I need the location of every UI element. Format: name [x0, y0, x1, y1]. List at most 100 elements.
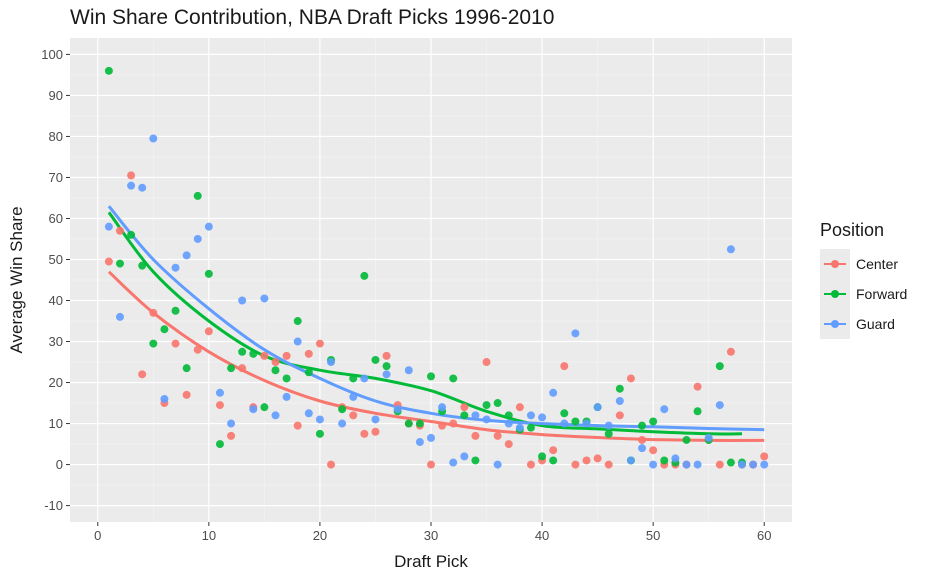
- center-point: [649, 446, 658, 455]
- guard-point: [427, 433, 435, 442]
- forward-point: [560, 409, 569, 418]
- center-point: [315, 339, 324, 348]
- y-tick-label: 10: [49, 416, 63, 431]
- legend-label-forward: Forward: [856, 286, 908, 302]
- center-point: [582, 456, 591, 465]
- guard-point: [738, 460, 747, 469]
- forward-point: [227, 364, 236, 373]
- guard-point: [249, 405, 258, 414]
- center-point: [127, 171, 136, 180]
- legend-item-center: Center: [820, 249, 907, 279]
- guard-point: [593, 403, 602, 412]
- x-axis-title: Draft Pick: [394, 552, 468, 571]
- forward-point: [371, 355, 380, 364]
- guard-point: [215, 388, 224, 397]
- center-point: [149, 308, 158, 317]
- guard-point: [549, 388, 558, 397]
- center-trend-line: [107, 270, 765, 442]
- guard-point: [349, 392, 358, 401]
- forward-point: [271, 366, 280, 375]
- center-point: [104, 257, 113, 266]
- y-tick-label: 20: [49, 375, 63, 390]
- center-point: [260, 351, 269, 360]
- forward-point: [138, 261, 147, 270]
- y-axis: -10 0 10 20 30 40 50 60 70 80 90 100: [41, 47, 70, 513]
- center-point: [115, 226, 124, 235]
- center-point: [371, 427, 380, 436]
- forward-point: [638, 421, 647, 430]
- guard-point: [704, 433, 713, 442]
- guard-point: [149, 134, 158, 143]
- center-point: [549, 446, 558, 455]
- guard-point: [460, 452, 469, 461]
- forward-point: [282, 374, 291, 383]
- center-point: [638, 435, 647, 444]
- x-tick-label: 60: [757, 528, 771, 543]
- forward-point: [404, 419, 413, 428]
- forward-point: [549, 456, 558, 465]
- x-tick-label: 0: [94, 528, 101, 543]
- forward-point: [349, 374, 358, 383]
- guard-point: [493, 460, 502, 469]
- guard-point: [726, 245, 735, 254]
- forward-point: [715, 362, 724, 371]
- guard-point: [104, 222, 113, 231]
- forward-point: [249, 349, 258, 358]
- center-point: [360, 429, 369, 438]
- guard-point: [115, 312, 124, 321]
- center-point: [593, 454, 602, 463]
- legend-items: Center Forward Guard: [820, 249, 907, 339]
- guard-point: [449, 458, 458, 467]
- legend-item-forward: Forward: [820, 279, 907, 309]
- forward-point: [427, 372, 435, 381]
- center-point: [271, 358, 280, 367]
- forward-point: [171, 306, 180, 315]
- center-point: [304, 349, 313, 358]
- guard-point: [204, 222, 213, 231]
- guard-point: [404, 366, 413, 375]
- forward-point: [382, 362, 391, 371]
- forward-point: [193, 191, 202, 200]
- forward-point: [682, 435, 691, 444]
- guard-point: [560, 419, 569, 428]
- x-tick-label: 50: [646, 528, 660, 543]
- center-point: [215, 401, 224, 410]
- guard-point: [282, 392, 291, 401]
- y-axis-title: Average Win Share: [7, 206, 26, 353]
- forward-point: [526, 423, 535, 432]
- guard-point: [504, 419, 513, 428]
- guard-point: [682, 460, 691, 469]
- guard-point: [626, 456, 635, 465]
- x-tick-label: 10: [202, 528, 216, 543]
- guard-point: [193, 234, 202, 243]
- forward-point: [149, 339, 158, 348]
- forward-point: [460, 411, 469, 420]
- center-point: [327, 460, 336, 469]
- forward-trend-line: [107, 211, 743, 436]
- legend: Position Center Forward Guard: [820, 220, 907, 339]
- guard-point: [438, 403, 447, 412]
- guard-point: [749, 460, 758, 469]
- center-point: [449, 419, 458, 428]
- center-point: [471, 431, 480, 440]
- center-point: [238, 364, 247, 373]
- guard-point: [615, 397, 624, 405]
- legend-key-forward: [820, 279, 850, 309]
- guard-point: [538, 413, 547, 422]
- forward-point: [493, 399, 502, 408]
- legend-dot-guard: [831, 320, 839, 328]
- legend-dot-center: [831, 260, 839, 268]
- forward-point: [127, 230, 136, 239]
- guard-point: [604, 421, 613, 430]
- center-point: [171, 339, 180, 348]
- guard-point: [638, 444, 647, 453]
- center-point: [438, 421, 447, 430]
- legend-title: Position: [820, 220, 885, 240]
- center-point: [193, 345, 202, 354]
- center-point: [293, 421, 302, 430]
- center-point: [427, 460, 435, 469]
- y-tick-label: 30: [49, 334, 63, 349]
- guard-point: [471, 411, 480, 420]
- forward-point: [726, 458, 735, 467]
- center-point: [182, 390, 191, 399]
